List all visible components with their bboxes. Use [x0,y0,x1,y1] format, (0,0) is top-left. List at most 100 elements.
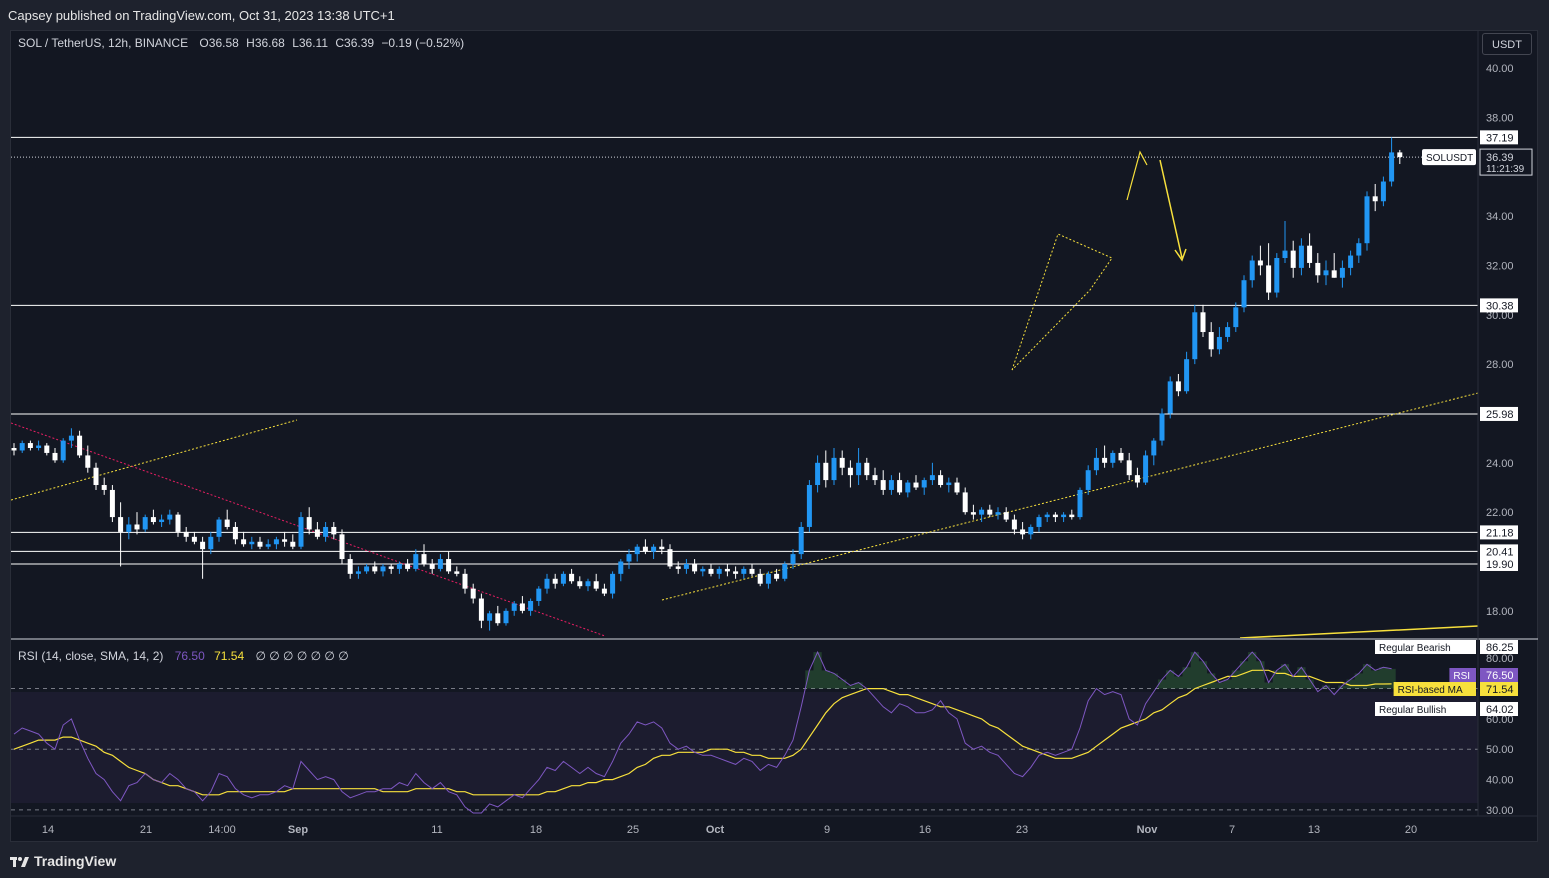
rsi-pane[interactable] [11,650,1478,814]
price-label-text: 37.19 [1486,132,1514,144]
candle [290,534,296,550]
rsi-label-value-text: 64.02 [1486,704,1514,716]
candle-body [1069,514,1075,518]
candle-body [577,581,583,587]
candle [716,566,722,579]
candle-body [314,529,320,537]
tradingview-brand[interactable]: TradingView [10,853,116,869]
candle [1290,240,1296,278]
candle [987,504,993,518]
candle [962,487,968,515]
candle-body [1266,265,1272,293]
candle-body [1143,455,1149,483]
candle-body [1348,255,1354,268]
candle-body [429,563,435,569]
rsi-title[interactable]: RSI (14, close, SMA, 14, 2) [18,649,164,663]
price-label-box [1480,544,1518,559]
candle-body [831,457,837,481]
candle-body [396,563,402,569]
candle [888,475,894,495]
time-axis-tick: 18 [530,824,542,836]
candle-body [1233,307,1239,328]
candle-body [880,480,886,490]
candle-body [257,541,263,547]
candle-body [134,524,140,530]
candle-body [68,435,74,441]
candle-body [52,452,58,461]
tradingview-logo-icon [10,855,30,867]
candle-body [929,475,935,481]
candle-body [1110,452,1116,463]
candle [454,566,460,577]
candle [1282,220,1288,263]
price-axis-tick: 28.00 [1486,359,1514,371]
candle [601,583,607,597]
candle [249,536,255,550]
candle [306,507,312,535]
candle-body [938,475,944,486]
candle [528,598,534,616]
rsi-band-fill [11,692,1478,803]
candle [101,477,107,495]
candle [700,566,706,577]
candle [921,477,927,495]
close-label: C [335,36,345,50]
candle [19,440,25,453]
current-price-text: 36.39 [1486,152,1514,164]
candle [651,544,657,560]
price-axis-tick: 32.00 [1486,260,1514,272]
rsi-label-value-text: 71.54 [1486,684,1514,696]
candle [1134,467,1140,488]
candle-body [1052,514,1058,518]
symbol-name[interactable]: SOL / TetherUS, 12h, BINANCE [18,36,189,50]
candle [495,605,501,626]
candle-body [44,445,50,453]
candle [27,440,33,451]
candle [979,507,985,523]
candle [872,467,878,486]
chart-frame[interactable] [10,30,1538,842]
candle [511,600,517,616]
candle [1249,255,1255,288]
candle-body [241,539,247,545]
high-label: H [246,36,255,50]
current-price-box [1479,148,1533,176]
candle-body [823,462,829,481]
candle-body [692,563,698,572]
candle-body [1159,413,1165,441]
candle-body [1044,514,1050,518]
candle [1167,376,1173,419]
candle [1159,408,1165,446]
candle [159,514,165,527]
candle [11,443,17,456]
candle-body [298,517,304,547]
currency-button[interactable]: USDT [1482,33,1532,55]
candle-body [1208,332,1214,350]
candle [1200,304,1206,337]
candle-body [273,539,279,545]
candle [536,586,542,606]
candle [208,531,214,555]
candle-body [552,578,558,584]
close-value: 36.39 [344,36,375,50]
candle-body [1102,457,1108,463]
candle [815,455,821,493]
candle-body [683,563,689,569]
candle [913,475,919,490]
candle-body [446,559,452,572]
candle [1011,514,1017,535]
candle [1143,450,1149,486]
candle [1118,448,1124,463]
time-axis-tick: 14 [42,824,54,836]
candle-body [282,539,288,542]
candle [634,544,640,562]
rsi-legend: RSI (14, close, SMA, 14, 2) 76.50 71.54 … [18,649,353,663]
rsi-axis-tick: 40.00 [1486,775,1514,787]
candle [380,563,386,577]
candle [569,568,575,584]
candle-body [888,480,894,490]
time-axis-tick: 11 [431,824,442,836]
candle [519,596,525,614]
open-label: O [199,36,209,50]
